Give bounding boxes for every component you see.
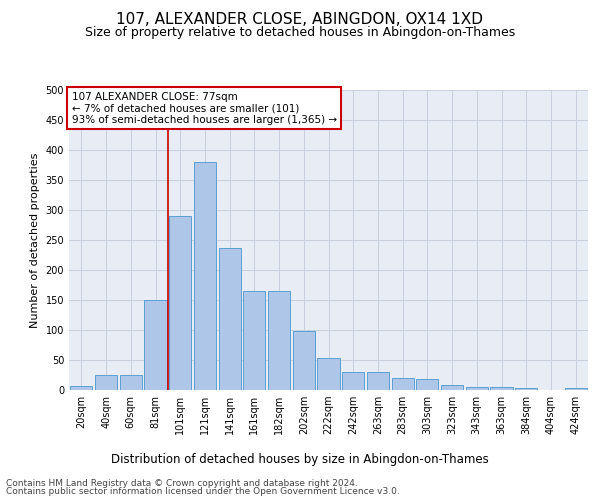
Bar (169, 216, 191, 390)
Bar (243, 291, 265, 390)
Bar (466, 387, 488, 390)
Bar (490, 387, 512, 390)
Y-axis label: Number of detached properties: Number of detached properties (30, 152, 40, 328)
Text: 107, ALEXANDER CLOSE, ABINGDON, OX14 1XD: 107, ALEXANDER CLOSE, ABINGDON, OX14 1XD (116, 12, 484, 28)
Bar (293, 330, 315, 390)
Bar (515, 388, 538, 390)
Bar (565, 388, 587, 390)
Text: Contains HM Land Registry data © Crown copyright and database right 2024.: Contains HM Land Registry data © Crown c… (6, 478, 358, 488)
Bar (145, 300, 167, 390)
Bar (70, 386, 92, 390)
Bar (194, 162, 216, 390)
Text: Contains public sector information licensed under the Open Government Licence v3: Contains public sector information licen… (6, 487, 400, 496)
Bar (342, 372, 364, 390)
Text: 107 ALEXANDER CLOSE: 77sqm
← 7% of detached houses are smaller (101)
93% of semi: 107 ALEXANDER CLOSE: 77sqm ← 7% of detac… (71, 92, 337, 124)
Bar (218, 248, 241, 390)
Bar (317, 358, 340, 390)
Bar (119, 375, 142, 390)
Text: Distribution of detached houses by size in Abingdon-on-Thames: Distribution of detached houses by size … (111, 452, 489, 466)
Text: Size of property relative to detached houses in Abingdon-on-Thames: Size of property relative to detached ho… (85, 26, 515, 39)
Bar (268, 291, 290, 390)
Bar (367, 372, 389, 390)
Bar (416, 379, 439, 390)
Bar (95, 375, 117, 390)
Bar (441, 384, 463, 390)
Bar (392, 378, 414, 390)
